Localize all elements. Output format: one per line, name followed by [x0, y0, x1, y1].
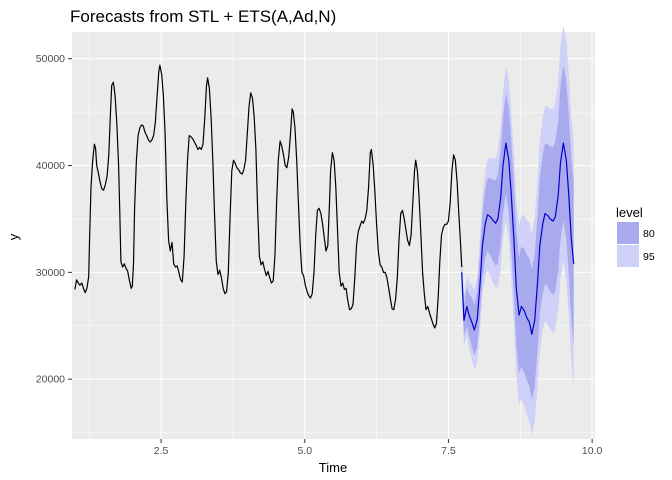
legend-swatch-80 — [617, 222, 639, 244]
y-axis-title: y — [6, 233, 21, 240]
axes: 2.5 5.0 7.5 10.0 20000 30000 40000 50000 — [36, 53, 603, 457]
x-tick-label: 5.0 — [297, 445, 312, 457]
history-line — [74, 64, 463, 329]
legend: level 80 95 — [616, 205, 655, 267]
y-tick-label: 30000 — [36, 267, 65, 279]
forecast-bands — [461, 25, 574, 435]
legend-swatch-95 — [617, 245, 639, 267]
band-80 — [461, 65, 574, 400]
chart-title: Forecasts from STL + ETS(A,Ad,N) — [70, 7, 336, 26]
x-axis-title: Time — [319, 460, 347, 475]
y-tick-label: 50000 — [36, 53, 65, 65]
x-tick-label: 10.0 — [582, 445, 603, 457]
legend-label-80: 80 — [643, 228, 655, 240]
band-95 — [461, 25, 574, 435]
x-tick-label: 2.5 — [154, 445, 169, 457]
y-tick-label: 40000 — [36, 160, 65, 172]
legend-label-95: 95 — [643, 251, 655, 263]
x-tick-label: 7.5 — [441, 445, 456, 457]
y-tick-label: 20000 — [36, 374, 65, 386]
series-lines — [74, 64, 575, 335]
forecast-line — [461, 142, 575, 335]
legend-title: level — [616, 205, 643, 220]
